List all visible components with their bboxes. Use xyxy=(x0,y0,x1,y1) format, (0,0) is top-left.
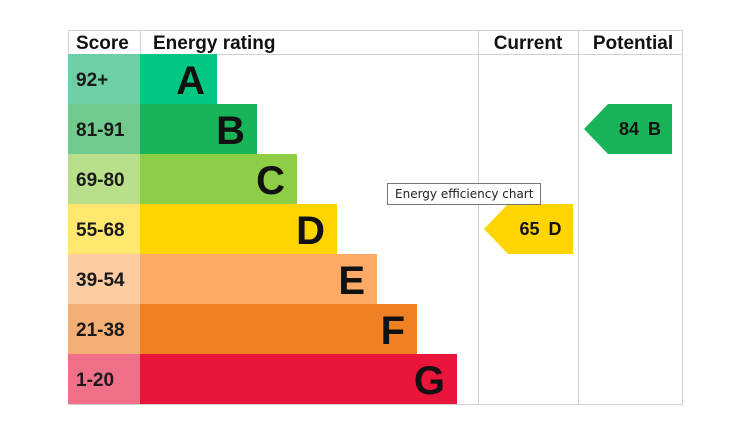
score-range-e: 39-54 xyxy=(76,270,125,291)
rating-bar-c xyxy=(140,154,297,204)
rating-letter-b: B xyxy=(216,109,245,153)
band-d: 55-68 D xyxy=(68,204,337,254)
potential-rating-arrow-shape xyxy=(584,104,672,154)
score-range-g: 1-20 xyxy=(76,370,114,391)
rating-bar-b xyxy=(140,104,257,154)
rating-bands: 92+ A 81-91 B 69-80 C 55-68 D 39-54 E 21-38 F 1-20 G xyxy=(68,54,457,404)
band-e: 39-54 E xyxy=(68,254,377,304)
rating-letter-f: F xyxy=(381,309,405,353)
header-score: Score xyxy=(76,33,129,54)
rating-bar-e xyxy=(140,254,377,304)
band-b: 81-91 B xyxy=(68,104,257,154)
band-c: 69-80 C xyxy=(68,154,297,204)
current-rating-arrow-label: 65 D xyxy=(519,219,561,239)
score-cell-a xyxy=(68,54,140,104)
score-cell-e xyxy=(68,254,140,304)
score-range-a: 92+ xyxy=(76,70,108,91)
header-potential: Potential xyxy=(593,33,673,54)
column-headers: Score Energy rating Current Potential xyxy=(76,33,673,54)
score-range-f: 21-38 xyxy=(76,320,125,341)
band-f: 21-38 F xyxy=(68,304,417,354)
score-cell-d xyxy=(68,204,140,254)
rating-letter-e: E xyxy=(338,259,365,303)
score-cell-c xyxy=(68,154,140,204)
rating-bar-f xyxy=(140,304,417,354)
score-range-b: 81-91 xyxy=(76,120,125,141)
band-a: 92+ A xyxy=(68,54,217,104)
score-cell-g xyxy=(68,354,140,404)
rating-bar-a xyxy=(140,54,217,104)
chart-frame xyxy=(68,30,683,405)
score-range-c: 69-80 xyxy=(76,170,125,191)
header-energy-rating: Energy rating xyxy=(153,33,275,54)
tooltip: Energy efficiency chart xyxy=(387,183,542,205)
potential-rating-arrow-label: 84 B xyxy=(619,119,661,139)
current-rating-arrow: 65 D xyxy=(484,204,573,254)
rating-letter-c: C xyxy=(256,159,285,203)
rating-bar-d xyxy=(140,204,337,254)
score-cell-f xyxy=(68,304,140,354)
current-rating-arrow-shape xyxy=(484,204,573,254)
rating-bar-g xyxy=(140,354,457,404)
score-cell-b xyxy=(68,104,140,154)
rating-letter-a: A xyxy=(176,59,205,103)
header-current: Current xyxy=(494,33,563,54)
potential-rating-arrow: 84 B xyxy=(584,104,672,154)
rating-letter-d: D xyxy=(296,209,325,253)
rating-letter-g: G xyxy=(414,359,445,403)
score-range-d: 55-68 xyxy=(76,220,125,241)
band-g: 1-20 G xyxy=(68,354,457,404)
rating-arrows: 65 D 84 B xyxy=(484,104,672,254)
